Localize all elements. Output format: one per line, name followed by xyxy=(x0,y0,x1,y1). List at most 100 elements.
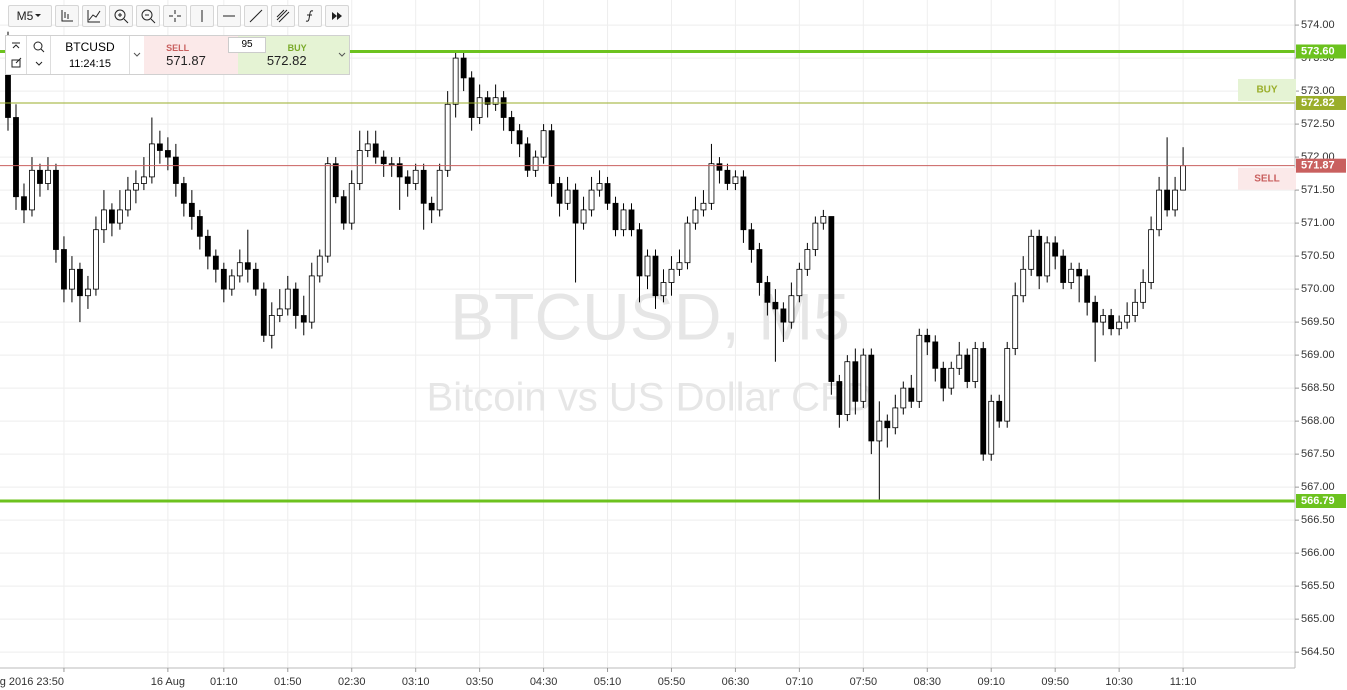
candle-body xyxy=(109,209,115,224)
candle-body xyxy=(1036,235,1043,277)
x-tick-label: 05:10 xyxy=(594,676,622,688)
price-level-label: 571.87 xyxy=(1301,160,1335,172)
candle-body xyxy=(1060,255,1067,283)
candle-body xyxy=(484,97,491,105)
candle-body xyxy=(244,262,251,270)
icon xyxy=(169,10,181,22)
candle-body xyxy=(604,183,611,204)
candle-body xyxy=(260,288,267,336)
function-tool[interactable] xyxy=(298,5,322,27)
x-tick-label: 07:50 xyxy=(850,676,878,688)
candle-body xyxy=(828,216,835,382)
candle-body xyxy=(468,77,475,118)
timeframe: M5 xyxy=(16,9,34,23)
candle-body xyxy=(476,97,483,118)
sell-price: 571.87 xyxy=(166,52,206,68)
candle-body xyxy=(212,255,219,270)
symbol: BTCUSD xyxy=(65,40,115,54)
symbol-cell: BTCUSD 11:24:15 xyxy=(51,36,130,74)
candle-body xyxy=(916,334,923,402)
vertical-line-tool[interactable] xyxy=(190,5,214,27)
candle-body xyxy=(324,163,331,257)
price-level-tag xyxy=(1296,158,1346,173)
x-tick-label: 04:30 xyxy=(530,676,558,688)
candle-body xyxy=(132,183,139,191)
candle-body xyxy=(404,176,411,184)
candle-body xyxy=(572,189,579,224)
icon xyxy=(201,10,203,22)
candle-body xyxy=(516,130,523,145)
candle-body xyxy=(524,143,531,171)
candle-body xyxy=(21,196,27,211)
price-level-label: 573.60 xyxy=(1301,45,1335,57)
trend-line-tool[interactable] xyxy=(244,5,268,27)
zoom-out[interactable] xyxy=(136,5,160,27)
candle-body xyxy=(1092,301,1099,323)
candle-body xyxy=(796,268,803,297)
candle-body xyxy=(1164,189,1170,211)
candle-body xyxy=(460,57,467,79)
candle-body xyxy=(788,295,795,323)
candle-body xyxy=(1076,268,1083,277)
sell-button[interactable]: SELL 571.87 xyxy=(144,36,239,74)
candle-body xyxy=(412,169,419,184)
candle-body xyxy=(892,407,899,429)
zoom-in[interactable] xyxy=(109,5,133,27)
candle-body xyxy=(125,189,131,211)
indicators-tool[interactable] xyxy=(82,5,106,27)
candle-body xyxy=(540,130,547,158)
candle-body xyxy=(29,169,35,211)
candle-body xyxy=(117,209,123,224)
candle-body xyxy=(556,183,563,204)
candle-body xyxy=(53,169,59,250)
candle-body xyxy=(85,288,91,297)
candle-body xyxy=(548,130,555,184)
candle-body xyxy=(93,229,99,290)
candle-body xyxy=(340,196,347,224)
candle-body xyxy=(284,288,291,310)
crosshair-tool[interactable] xyxy=(55,5,79,27)
y-tick-label: 566.00 xyxy=(1301,547,1335,559)
candle-body xyxy=(948,367,955,389)
buy-dropdown[interactable] xyxy=(334,36,349,74)
ticker-panel: BTCUSD 11:24:15 SELL 571.87 BUY 572.82 9… xyxy=(5,35,350,75)
candle-body xyxy=(764,282,771,303)
candle-body xyxy=(196,216,203,237)
x-tick-label: 06:30 xyxy=(722,676,750,688)
candle-body xyxy=(884,420,891,429)
icon xyxy=(141,9,156,24)
candle-body xyxy=(1124,315,1131,323)
x-tick-label: 11:10 xyxy=(1170,676,1197,688)
candle-body xyxy=(292,288,299,316)
price-level-tag xyxy=(1296,95,1346,110)
sell-dropdown[interactable] xyxy=(130,36,144,74)
candle-body xyxy=(1172,189,1178,211)
timeframe-button[interactable]: M5 xyxy=(8,5,52,27)
watermark-subtitle: Bitcoin vs US Dollar CFD xyxy=(427,376,874,420)
candle-body xyxy=(1044,242,1051,277)
channel-tool[interactable] xyxy=(271,5,295,27)
candle-body xyxy=(1180,165,1186,191)
candle-body xyxy=(844,361,851,415)
cursor-tool[interactable] xyxy=(163,5,187,27)
horizontal-line-tool[interactable] xyxy=(217,5,241,27)
candle-body xyxy=(924,334,931,343)
icon xyxy=(133,52,141,57)
candle-body xyxy=(1084,275,1091,303)
candle-body xyxy=(644,255,651,277)
more-tools[interactable] xyxy=(325,5,349,27)
candle-body xyxy=(596,183,603,191)
candle-body xyxy=(1020,268,1027,297)
sell-label: SELL xyxy=(166,42,190,53)
candle-body xyxy=(876,420,883,442)
candle-body xyxy=(37,169,43,184)
candle-body xyxy=(1028,235,1035,270)
y-tick-label: 568.00 xyxy=(1301,415,1335,427)
candle-body xyxy=(101,209,107,231)
order-tag: SELL xyxy=(1254,173,1280,184)
candle-body xyxy=(692,209,699,224)
candle-body xyxy=(820,216,827,224)
candle-body xyxy=(1140,282,1147,303)
candle-body xyxy=(740,176,747,231)
